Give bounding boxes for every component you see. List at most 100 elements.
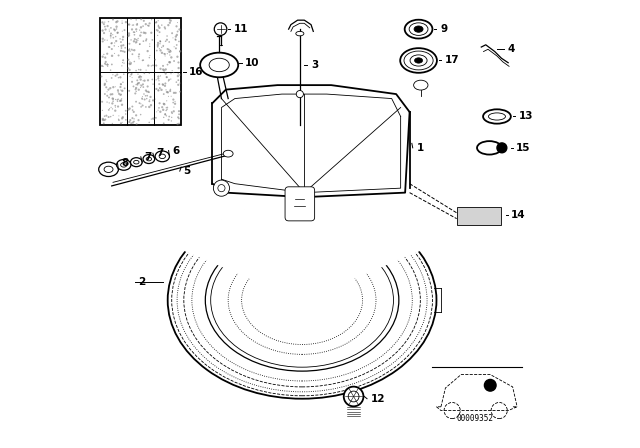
Point bbox=[134, 99, 145, 107]
Point bbox=[151, 76, 161, 83]
Point bbox=[137, 95, 147, 103]
Point bbox=[108, 112, 118, 119]
Point bbox=[125, 60, 135, 68]
Point bbox=[163, 116, 173, 123]
Point bbox=[111, 33, 121, 40]
Point bbox=[112, 96, 122, 103]
Point bbox=[111, 18, 122, 26]
Point bbox=[141, 21, 151, 28]
Bar bbox=[457, 207, 502, 225]
Point bbox=[101, 112, 111, 119]
Point bbox=[154, 104, 164, 112]
Point bbox=[154, 87, 164, 94]
Point bbox=[115, 83, 125, 90]
Point bbox=[109, 42, 120, 49]
Text: 4: 4 bbox=[508, 44, 515, 54]
Point bbox=[138, 57, 148, 64]
Ellipse shape bbox=[209, 58, 229, 72]
Point bbox=[132, 37, 143, 44]
Point bbox=[129, 22, 139, 29]
Point bbox=[161, 104, 172, 112]
Point bbox=[134, 55, 144, 62]
Ellipse shape bbox=[488, 113, 506, 120]
Point bbox=[160, 111, 170, 118]
Point bbox=[159, 90, 169, 98]
Point bbox=[148, 115, 158, 122]
Point bbox=[97, 27, 108, 34]
Point bbox=[123, 33, 133, 40]
Point bbox=[144, 89, 154, 96]
Point bbox=[145, 96, 155, 103]
Point bbox=[106, 91, 116, 98]
Point bbox=[131, 84, 141, 91]
Point bbox=[157, 103, 167, 111]
Point bbox=[100, 60, 110, 67]
Point bbox=[131, 86, 141, 93]
Text: 12: 12 bbox=[371, 394, 385, 404]
Point bbox=[101, 61, 111, 68]
Point bbox=[154, 24, 164, 31]
Point bbox=[138, 93, 148, 100]
Point bbox=[127, 51, 138, 58]
Point bbox=[153, 41, 163, 48]
Point bbox=[140, 92, 150, 99]
Point bbox=[111, 72, 121, 79]
Point bbox=[158, 42, 168, 49]
Point bbox=[160, 80, 170, 87]
Point bbox=[97, 62, 107, 69]
Point bbox=[98, 63, 108, 70]
Point bbox=[172, 19, 182, 26]
Point bbox=[124, 60, 134, 67]
Point bbox=[118, 114, 128, 121]
Point bbox=[165, 48, 175, 55]
Point bbox=[128, 47, 138, 54]
Text: 10: 10 bbox=[245, 58, 260, 68]
Point bbox=[174, 38, 184, 45]
Text: 13: 13 bbox=[518, 112, 533, 121]
Ellipse shape bbox=[159, 154, 166, 159]
Point bbox=[134, 41, 145, 48]
Ellipse shape bbox=[414, 26, 423, 32]
Point bbox=[131, 39, 141, 47]
Point bbox=[175, 79, 185, 86]
Point bbox=[125, 105, 135, 112]
Point bbox=[150, 19, 161, 26]
Point bbox=[150, 56, 160, 63]
Point bbox=[108, 98, 118, 105]
Point bbox=[161, 107, 172, 114]
Point bbox=[131, 98, 141, 105]
Point bbox=[131, 81, 141, 88]
Point bbox=[98, 116, 108, 124]
Point bbox=[124, 45, 134, 52]
Circle shape bbox=[344, 387, 364, 406]
Point bbox=[129, 118, 139, 125]
Point bbox=[106, 34, 116, 42]
Point bbox=[140, 96, 150, 103]
Ellipse shape bbox=[223, 151, 233, 157]
Point bbox=[163, 89, 173, 96]
Point bbox=[138, 22, 148, 30]
Point bbox=[98, 115, 108, 122]
Point bbox=[113, 43, 124, 50]
Point bbox=[106, 24, 116, 31]
Point bbox=[124, 70, 134, 77]
Point bbox=[113, 88, 124, 95]
Ellipse shape bbox=[404, 51, 433, 70]
Point bbox=[116, 97, 126, 104]
Point bbox=[141, 35, 152, 43]
Point bbox=[110, 104, 120, 111]
Point bbox=[154, 77, 164, 84]
Point bbox=[136, 24, 146, 31]
Text: 7: 7 bbox=[157, 148, 164, 158]
Point bbox=[127, 70, 137, 78]
Point bbox=[120, 48, 130, 56]
Point bbox=[124, 56, 134, 63]
Point bbox=[134, 51, 144, 58]
Point bbox=[165, 47, 175, 54]
Point bbox=[117, 119, 127, 126]
Point bbox=[174, 26, 184, 33]
Point bbox=[172, 121, 182, 128]
Circle shape bbox=[213, 180, 230, 196]
Point bbox=[143, 47, 153, 55]
Point bbox=[124, 30, 134, 37]
